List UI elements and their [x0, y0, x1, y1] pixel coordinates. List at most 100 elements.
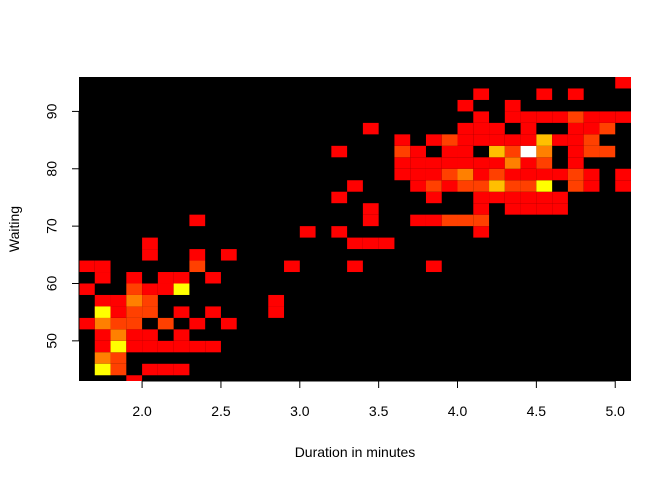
heatmap-cell — [205, 306, 221, 318]
heatmap-cell — [473, 191, 490, 204]
heatmap-cell — [173, 363, 190, 376]
heatmap-cell — [268, 306, 285, 318]
heatmap-cell — [567, 180, 584, 192]
heatmap-cell — [362, 203, 379, 215]
heatmap-cell — [489, 191, 505, 204]
y-tick-label: 70 — [44, 218, 60, 234]
heatmap-cell — [410, 145, 426, 158]
heatmap-cell — [520, 180, 537, 192]
heatmap-cell — [110, 294, 127, 307]
heatmap-cell — [362, 122, 379, 135]
heatmap-cell — [552, 203, 568, 215]
heatmap-cell — [473, 134, 490, 146]
x-tick-label: 3.5 — [369, 403, 389, 419]
heatmap-cell — [347, 260, 363, 273]
heatmap-cell — [189, 340, 206, 353]
heatmap-cell — [142, 249, 158, 261]
heatmap-cell — [110, 317, 127, 330]
heatmap-cell — [425, 134, 442, 146]
heatmap-cell — [552, 168, 568, 181]
heatmap-cell — [583, 122, 600, 135]
heatmap-cell — [173, 283, 190, 295]
heatmap-cell — [489, 168, 505, 181]
heatmap-cell — [520, 111, 537, 123]
heatmap-cell — [457, 180, 474, 192]
heatmap-cell — [615, 111, 631, 123]
heatmap-cell — [157, 272, 174, 284]
heatmap-cell — [126, 283, 143, 295]
heatmap-cell — [583, 168, 600, 181]
heatmap-cell — [489, 122, 505, 135]
heatmap-cell — [142, 329, 158, 341]
heatmap-cell — [520, 203, 537, 215]
heatmap-cell — [126, 306, 143, 318]
heatmap-cell — [473, 203, 490, 215]
heatmap-cell — [157, 317, 174, 330]
heatmap-cell — [536, 111, 553, 123]
heatmap-cell — [504, 203, 521, 215]
heatmap-cell — [410, 168, 426, 181]
heatmap-cell — [220, 317, 237, 330]
heatmap-cell — [441, 168, 458, 181]
heatmap-cell — [457, 134, 474, 146]
heatmap-cell — [473, 180, 490, 192]
heatmap-cell — [583, 111, 600, 123]
heatmap-cell — [615, 168, 631, 181]
heatmap-cell — [126, 317, 143, 330]
heatmap-cell — [331, 226, 348, 238]
y-tick-label: 50 — [44, 333, 60, 349]
heatmap-cell — [347, 237, 363, 250]
heatmap-cell — [567, 168, 584, 181]
heatmap-cell — [536, 157, 553, 169]
plot-background — [79, 77, 631, 381]
heatmap-cell — [362, 214, 379, 227]
heatmap-cell — [157, 363, 174, 376]
heatmap-cell — [110, 329, 127, 341]
heatmap-cell — [126, 340, 143, 353]
heatmap-cell — [489, 157, 505, 169]
heatmap-cell — [567, 88, 584, 100]
heatmap-cell — [441, 214, 458, 227]
heatmap-cell — [473, 88, 490, 100]
heatmap-cell — [94, 317, 111, 330]
heatmap-cell — [142, 294, 158, 307]
heatmap-cell — [504, 157, 521, 169]
heatmap-cell — [504, 134, 521, 146]
heatmap-cell — [268, 294, 285, 307]
heatmap-cell — [142, 340, 158, 353]
heatmap-cell — [126, 272, 143, 284]
y-axis: 50 60 70 80 90 — [44, 103, 80, 349]
heatmap-cell — [520, 122, 537, 135]
heatmap-cell — [425, 191, 442, 204]
heatmap-cell — [378, 237, 395, 250]
x-tick-label: 4.0 — [448, 403, 468, 419]
heatmap-cell — [142, 237, 158, 250]
heatmap-cell — [394, 145, 411, 158]
heatmap-cell — [457, 122, 474, 135]
heatmap-cell — [473, 226, 490, 238]
heatmap-cell — [504, 191, 521, 204]
heatmap-cell — [552, 111, 568, 123]
heatmap-cell — [394, 134, 411, 146]
heatmap-cell — [441, 145, 458, 158]
heatmap-cell — [189, 260, 206, 273]
heatmap-cell — [457, 157, 474, 169]
y-tick-label: 60 — [44, 275, 60, 291]
heatmap-cell — [504, 99, 521, 112]
heatmap-cell — [457, 99, 474, 112]
heatmap-cell — [457, 145, 474, 158]
heatmap-cell — [394, 157, 411, 169]
heatmap-cell — [94, 294, 111, 307]
heatmap-cell — [583, 145, 600, 158]
heatmap-cell — [126, 375, 143, 381]
heatmap-cell — [220, 249, 237, 261]
x-tick-label: 4.5 — [527, 403, 547, 419]
heatmap-cell — [410, 157, 426, 169]
x-tick-label: 2.5 — [211, 403, 231, 419]
heatmap-cell — [473, 168, 490, 181]
x-tick-label: 2.0 — [132, 403, 152, 419]
heatmap-cell — [142, 283, 158, 295]
heatmap-cell — [189, 214, 206, 227]
heatmap-cell — [126, 294, 143, 307]
